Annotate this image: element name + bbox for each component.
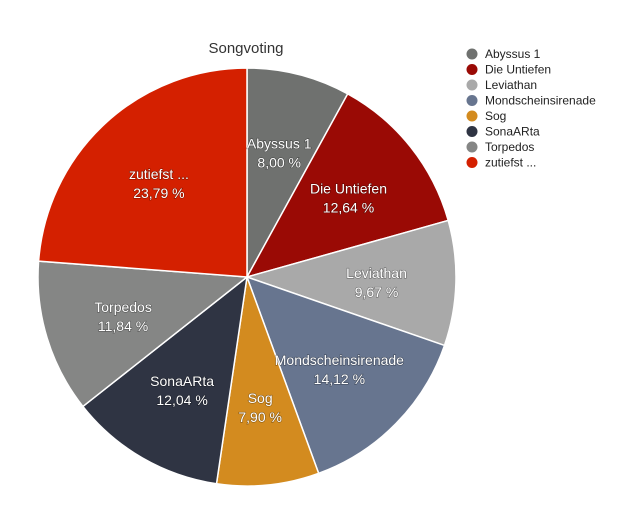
- pie-slice-sog: [215, 276, 320, 487]
- legend-label-abyssus-1: Abyssus 1: [485, 47, 541, 61]
- slice-label-abyssus-1: Abyssus 1 8,00 %: [247, 135, 312, 170]
- legend-marker-leviathan: [466, 79, 478, 91]
- pie-slice-sonaarta: [81, 275, 249, 485]
- pie-slice-die-untiefen: [245, 92, 450, 279]
- pie-slice-mondscheinsirenade: [245, 275, 446, 475]
- legend-marker-sonaarta: [466, 126, 478, 137]
- legend-label-leviathan: Leviathan: [485, 78, 537, 92]
- legend-label-mondscheinsirenade: Mondscheinsirenade: [485, 94, 596, 108]
- legend-marker-zutiefst: [466, 157, 478, 168]
- pie-slices: [37, 67, 457, 487]
- legend-marker-mondscheinsirenade: [466, 95, 478, 106]
- chart-title: Songvoting: [208, 40, 283, 57]
- slice-label-sonaarta: SonaARta 12,04 %: [150, 373, 214, 408]
- legend-label-die-untiefen: Die Untiefen: [485, 63, 551, 77]
- legend-marker-abyssus-1: [466, 48, 478, 60]
- legend-label-zutiefst: zutiefst ...: [485, 156, 536, 170]
- slice-label-sog: Sog 7,90 %: [238, 390, 282, 425]
- slice-label-zutiefst: zutiefst ... 23,79 %: [129, 166, 189, 201]
- legend-marker-torpedos: [466, 141, 478, 153]
- pie-slice-torpedos: [37, 260, 249, 408]
- pie-slice-abyssus-1: [246, 67, 349, 278]
- pie-slice-leviathan: [244, 219, 457, 347]
- slice-label-torpedos: Torpedos 11,84 %: [94, 299, 152, 334]
- legend-marker-die-untiefen: [466, 64, 478, 75]
- slice-label-leviathan: Leviathan 9,67 %: [346, 265, 407, 300]
- slice-labels: Abyssus 1 8,00 % Die Untiefen 12,64 % Leviat…: [94, 135, 408, 426]
- legend-label-sonaarta: SonaARta: [485, 125, 540, 139]
- pie-slice-zutiefst: [37, 67, 248, 278]
- legend-marker-sog: [466, 110, 478, 122]
- legend-label-sog: Sog: [485, 109, 506, 123]
- slice-label-die-untiefen: Die Untiefen 12,64 %: [310, 180, 387, 215]
- slice-label-mondscheinsirenade: Mondscheinsirenade 14,12 %: [275, 352, 404, 387]
- legend-label-torpedos: Torpedos: [485, 140, 534, 154]
